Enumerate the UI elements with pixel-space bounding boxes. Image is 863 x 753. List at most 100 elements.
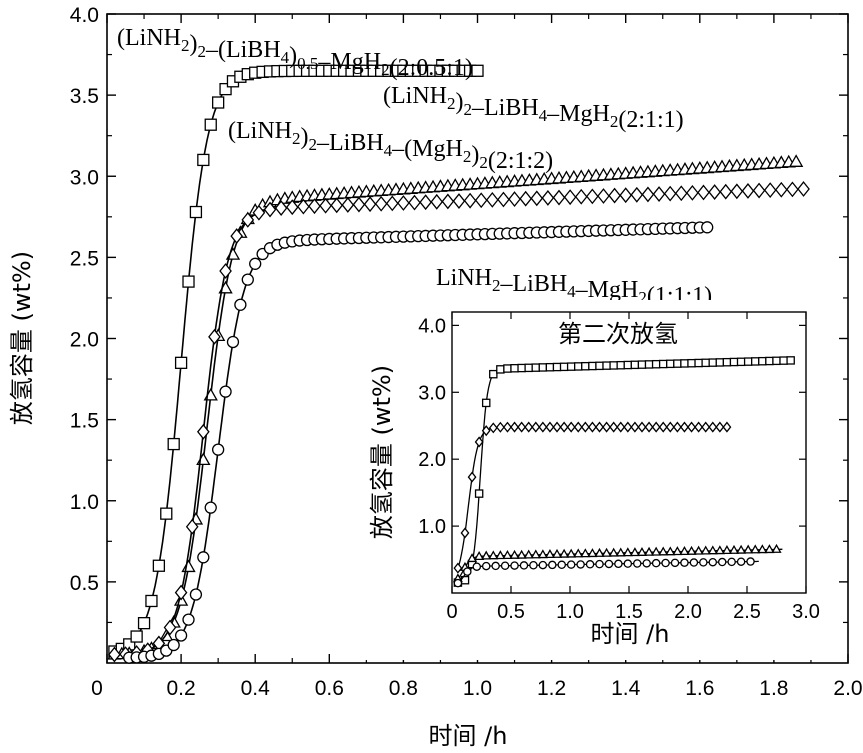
inset-data-point	[637, 421, 647, 433]
inset-data-point	[566, 548, 577, 558]
inset-data-point	[633, 559, 642, 568]
y-tick-label: 1.5	[70, 410, 99, 433]
inset-data-point	[472, 562, 482, 571]
inset-data-point	[687, 358, 696, 368]
x-tick-label: 1.4	[611, 677, 641, 700]
inset-data-point	[729, 357, 739, 367]
inset-data-point	[623, 559, 633, 568]
inset-data-point	[708, 557, 718, 567]
inset-data-point	[576, 560, 585, 569]
x-tick-label: 1.8	[759, 677, 788, 700]
inset-data-point	[510, 363, 519, 373]
inset-data-point	[642, 559, 651, 568]
data-point	[263, 201, 277, 218]
data-point	[519, 190, 532, 207]
data-point	[397, 195, 410, 211]
data-point	[352, 196, 366, 213]
inset-data-point	[673, 359, 682, 368]
inset-y-tick-label: 1.0	[418, 516, 446, 538]
inset-data-point	[743, 357, 753, 366]
inset-data-point	[715, 421, 725, 433]
inset-data-point	[587, 548, 598, 558]
data-point	[181, 559, 196, 573]
data-point	[797, 181, 810, 197]
inset-data-point	[694, 358, 703, 368]
data-point	[701, 221, 714, 234]
inset-data-point	[680, 421, 689, 433]
data-point	[189, 205, 203, 219]
inset-data-point	[672, 546, 683, 556]
inset-data-point	[736, 357, 746, 367]
inset-data-point	[474, 489, 484, 498]
inset-data-point	[529, 561, 538, 570]
data-point	[160, 507, 173, 520]
inset-data-point	[595, 559, 604, 569]
x-tick-label: 0.8	[389, 677, 418, 700]
data-point	[363, 196, 377, 213]
data-point	[586, 188, 599, 205]
y-tick-label: 2.5	[70, 247, 99, 270]
inset-data-point	[765, 356, 774, 366]
inset-data-point	[474, 551, 485, 560]
x-tick-label: 0	[91, 677, 103, 700]
inset-data-point	[516, 549, 527, 559]
x-axis-label: 时间 /h	[429, 722, 508, 750]
data-point	[219, 263, 232, 279]
inset-data-point	[524, 421, 534, 433]
inset-data-point	[548, 560, 557, 570]
inset-data-point	[552, 421, 562, 433]
data-point	[234, 298, 247, 311]
inset-data-point	[658, 359, 668, 369]
inset-data-point	[581, 361, 590, 371]
inset-data-point	[728, 544, 740, 554]
inset-y-tick-label: 2.0	[418, 449, 446, 471]
inset-data-point	[722, 357, 732, 367]
inset-data-point	[531, 421, 541, 433]
data-point	[630, 186, 644, 203]
inset-data-point	[509, 549, 520, 559]
inset-data-point	[750, 544, 761, 554]
data-point	[145, 594, 158, 608]
inset-data-point	[700, 545, 711, 555]
inset-data-point	[552, 362, 562, 372]
inset-data-point	[679, 546, 690, 555]
inset-x-tick-label: 0.5	[497, 601, 525, 623]
data-point	[204, 501, 217, 514]
data-point	[274, 200, 288, 216]
y-axis-label: 放氢容量 (wt%)	[8, 251, 36, 425]
inset-data-point	[502, 550, 513, 560]
inset-data-point	[772, 356, 781, 366]
inset-data-point	[551, 548, 563, 558]
inset-data-point	[559, 548, 570, 558]
inset-data-point	[743, 544, 754, 554]
inset-data-point	[615, 547, 626, 557]
data-point	[471, 64, 484, 77]
inset-series-diamond	[453, 421, 732, 574]
data-point	[608, 187, 621, 204]
x-tick-label: 0.6	[315, 677, 344, 700]
data-point	[163, 619, 177, 636]
inset-data-point	[463, 567, 472, 576]
data-point	[541, 190, 555, 206]
inset-data-point	[608, 547, 619, 557]
inset-data-point	[672, 421, 682, 433]
inset-data-point	[665, 546, 676, 556]
y-tick-label: 1.0	[70, 491, 99, 514]
data-point	[574, 188, 588, 205]
data-point	[252, 204, 266, 221]
inset-data-point	[517, 421, 527, 433]
inset-data-point	[701, 421, 711, 433]
data-point	[786, 181, 799, 198]
x-tick-label: 1.6	[685, 677, 714, 700]
main-axes: 0 0.2 0.4 0.6 0.8 1.0 1.2 1.4 1.6 1.8 2.0 0.5 1.0 1.5…	[70, 4, 863, 700]
data-point	[189, 588, 203, 601]
inset-x-tick-label: 2.5	[733, 601, 761, 623]
series-label-diamond: (LiNH2)2–LiBH4–(MgH2)2(2:1:2)	[228, 118, 553, 174]
inset-data-point	[496, 365, 505, 374]
inset-data-point	[573, 548, 584, 558]
data-point	[408, 194, 421, 211]
inset-data-point	[708, 358, 718, 367]
data-point	[419, 194, 432, 211]
inset-y-axis-label: 放氢容量 (wt%)	[368, 365, 396, 539]
